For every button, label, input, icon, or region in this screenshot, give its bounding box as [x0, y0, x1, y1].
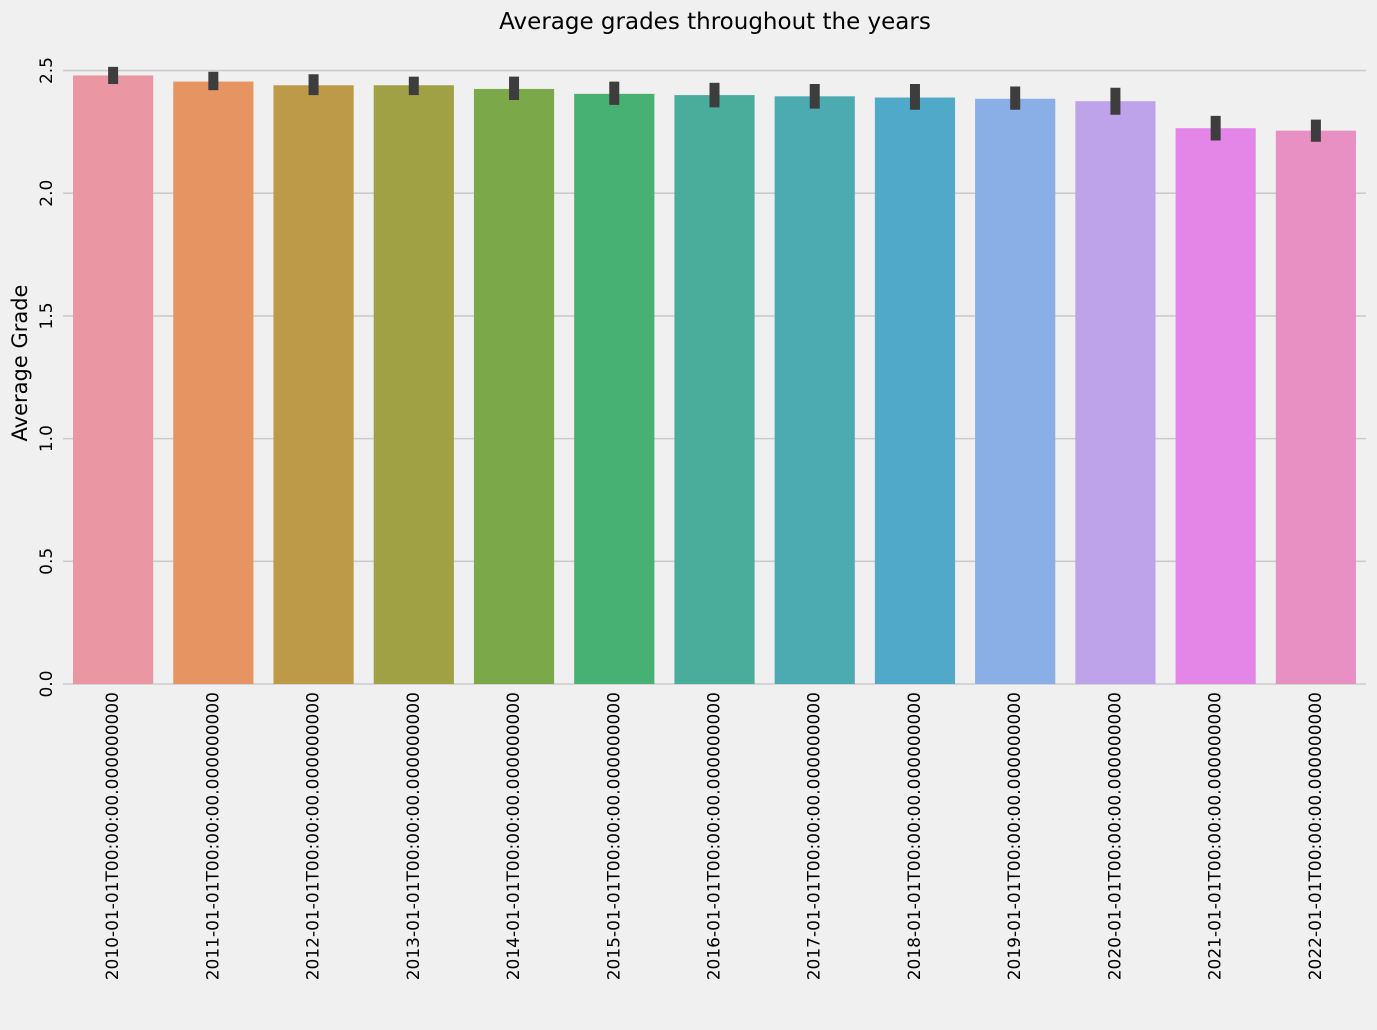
bar	[373, 85, 454, 684]
bar	[674, 95, 755, 685]
x-tick-label: 2019-01-01T00:00:00.000000000	[1005, 692, 1025, 980]
bar	[874, 97, 956, 685]
chart-title: Average grades throughout the years	[499, 9, 931, 35]
x-axis-ticks: 2010-01-01T00:00:00.000000000 2011-01-01T…	[103, 692, 1326, 980]
bar	[73, 75, 154, 684]
x-tick-label: 2017-01-01T00:00:00.000000000	[805, 692, 825, 980]
y-axis-ticks: 0.0 0.5 1.0 1.5 2.0 2.5	[37, 57, 57, 698]
bar	[574, 93, 655, 685]
bar	[1275, 130, 1356, 684]
bar	[173, 81, 254, 685]
bar	[273, 85, 354, 684]
y-tick-label: 2.5	[37, 57, 57, 84]
x-tick-label: 2010-01-01T00:00:00.000000000	[103, 692, 123, 980]
x-tick-label: 2018-01-01T00:00:00.000000000	[905, 692, 925, 980]
bar	[774, 96, 855, 685]
bar	[1175, 128, 1256, 684]
y-tick-label: 1.5	[37, 302, 57, 329]
x-tick-label: 2021-01-01T00:00:00.000000000	[1206, 692, 1226, 980]
y-tick-label: 0.5	[37, 548, 57, 575]
y-tick-label: 1.0	[37, 425, 57, 452]
bar	[1075, 101, 1156, 684]
y-tick-label: 2.0	[37, 180, 57, 207]
x-tick-label: 2013-01-01T00:00:00.000000000	[404, 692, 424, 980]
y-tick-label: 0.0	[37, 670, 57, 697]
error-bars	[108, 66, 1321, 142]
x-tick-label: 2014-01-01T00:00:00.000000000	[504, 692, 524, 980]
x-tick-label: 2015-01-01T00:00:00.000000000	[604, 692, 624, 980]
bars	[73, 75, 1356, 685]
x-tick-label: 2012-01-01T00:00:00.000000000	[304, 692, 324, 980]
x-tick-label: 2022-01-01T00:00:00.000000000	[1306, 692, 1326, 980]
x-tick-label: 2011-01-01T00:00:00.000000000	[203, 692, 223, 980]
x-tick-label: 2016-01-01T00:00:00.000000000	[705, 692, 725, 980]
x-tick-label: 2020-01-01T00:00:00.000000000	[1105, 692, 1125, 980]
bar	[975, 98, 1056, 684]
bar	[473, 88, 555, 684]
y-axis-label: Average Grade	[8, 285, 32, 442]
